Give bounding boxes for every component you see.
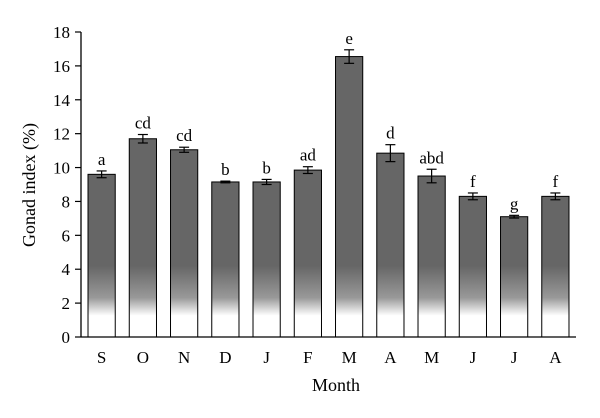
significance-label-1: a — [98, 150, 106, 169]
error-bar-8 — [385, 144, 396, 163]
x-tick-label-3: N — [178, 348, 190, 367]
significance-label-8: d — [386, 124, 395, 143]
bar-fade-9 — [418, 265, 446, 337]
x-tick-label-8: A — [384, 348, 397, 367]
x-tick-label-6: F — [303, 348, 312, 367]
significance-label-9: abd — [419, 148, 444, 167]
error-bars-layer — [96, 49, 561, 219]
y-tick-label-10: 10 — [53, 159, 70, 178]
x-tick-label-2: O — [137, 348, 149, 367]
significance-label-7: e — [345, 29, 353, 48]
bar-fade-3 — [170, 265, 198, 337]
significance-label-11: g — [510, 194, 519, 213]
error-bar-1 — [96, 170, 107, 179]
x-tick-label-5: J — [263, 348, 270, 367]
bar-fade-4 — [211, 265, 239, 337]
y-axis-title: Gonad index (%) — [19, 123, 40, 247]
x-tick-label-12: A — [549, 348, 562, 367]
error-bar-7 — [344, 49, 355, 64]
significance-label-4: b — [221, 160, 230, 179]
bar-fade-5 — [253, 265, 281, 337]
y-tick-label-0: 0 — [62, 328, 71, 347]
bar-fade-2 — [129, 265, 157, 337]
error-bar-9 — [426, 168, 437, 184]
significance-label-12: f — [553, 172, 559, 191]
y-tick-label-12: 12 — [53, 125, 70, 144]
y-tick-label-4: 4 — [62, 260, 71, 279]
significance-label-5: b — [262, 158, 271, 177]
error-bar-10 — [467, 192, 478, 201]
y-tick-label-6: 6 — [62, 226, 71, 245]
error-bar-3 — [179, 146, 190, 153]
error-bar-4 — [220, 180, 231, 184]
error-bar-12 — [550, 192, 561, 201]
y-tick-label-2: 2 — [62, 294, 71, 313]
error-bar-11 — [509, 214, 520, 219]
bar-fade-8 — [376, 265, 404, 337]
bars-layer — [87, 56, 570, 338]
bar-fade-1 — [88, 265, 116, 337]
x-tick-label-9: M — [424, 348, 439, 367]
bar-fade-12 — [541, 265, 569, 337]
bar-fade-7 — [335, 265, 363, 337]
y-tick-label-14: 14 — [53, 91, 71, 110]
axes-layer: S O N D J F M A M J J A 0 2 4 6 8 10 12 14 16 18 — [53, 23, 576, 367]
significance-labels-layer: a cd cd b b ad e d abd f g f — [98, 29, 559, 214]
bar-fade-10 — [459, 265, 487, 337]
significance-label-3: cd — [176, 126, 193, 145]
error-bar-6 — [302, 166, 313, 175]
x-tick-label-1: S — [97, 348, 106, 367]
error-bar-2 — [137, 133, 148, 144]
x-tick-label-11: J — [511, 348, 518, 367]
bar-fade-6 — [294, 265, 322, 337]
y-tick-label-8: 8 — [62, 192, 71, 211]
x-axis-title: Month — [312, 375, 360, 395]
y-tick-label-16: 16 — [53, 57, 70, 76]
x-tick-label-10: J — [470, 348, 477, 367]
significance-label-6: ad — [300, 146, 317, 165]
error-bar-5 — [261, 178, 272, 186]
significance-label-10: f — [470, 172, 476, 191]
x-tick-label-7: M — [342, 348, 357, 367]
significance-label-2: cd — [135, 114, 152, 133]
x-tick-label-4: D — [219, 348, 231, 367]
y-tick-label-18: 18 — [53, 23, 70, 42]
bar-fade-11 — [500, 265, 528, 337]
